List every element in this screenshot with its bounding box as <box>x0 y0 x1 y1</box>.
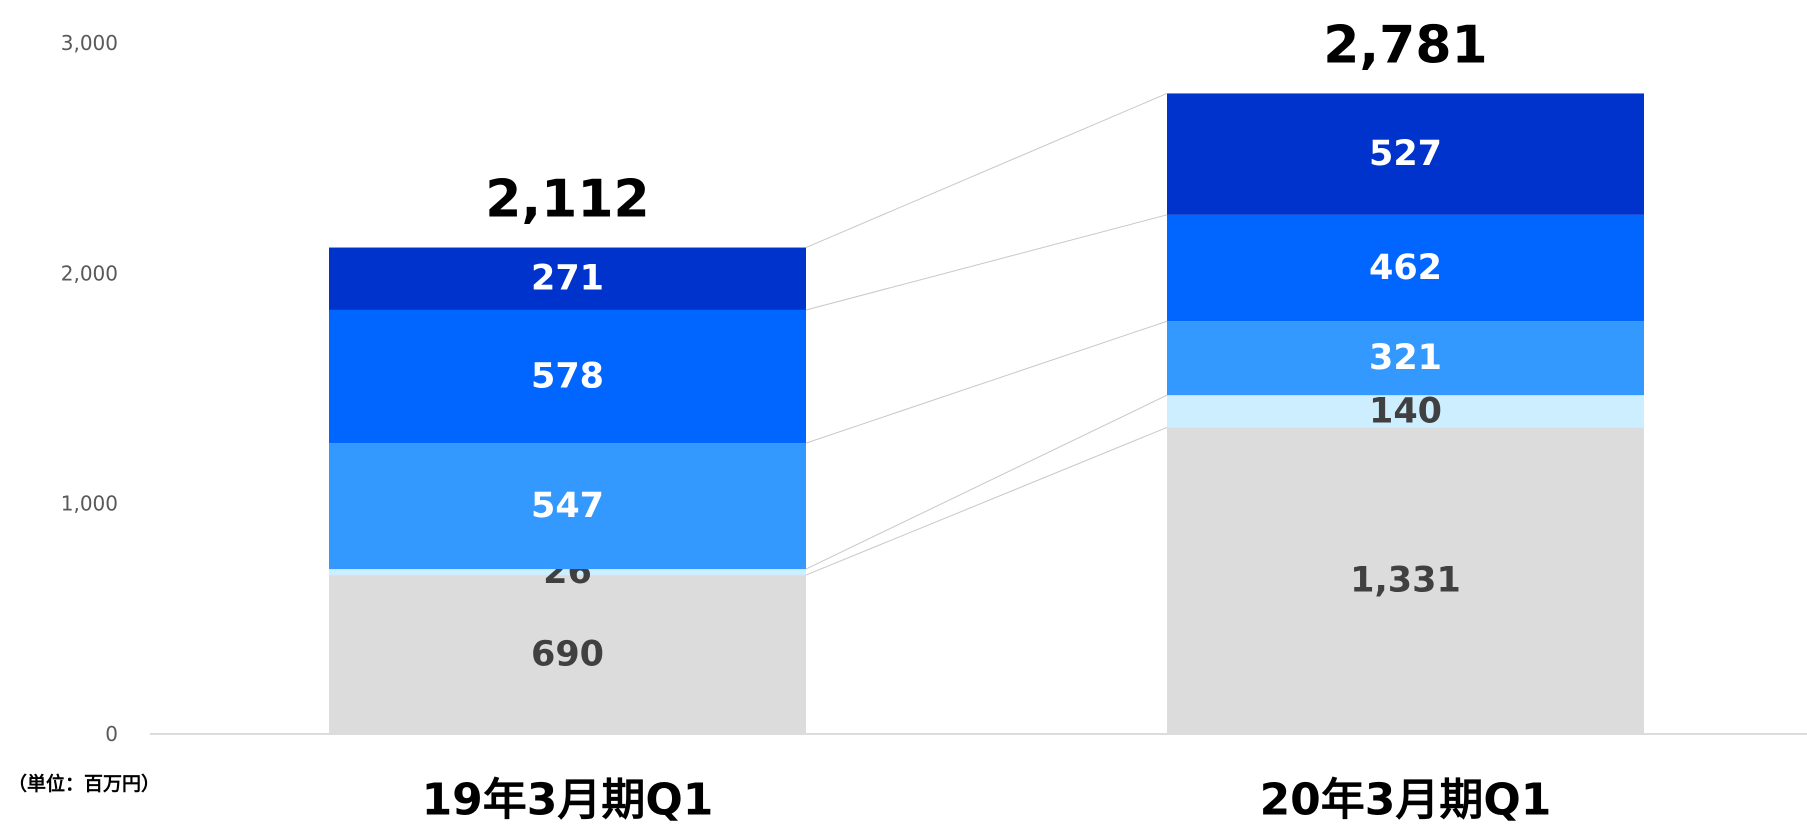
connector-line <box>805 214 1168 311</box>
bar-segment <box>329 443 806 570</box>
connector-line <box>805 426 1168 576</box>
bar-segment <box>1167 321 1644 396</box>
total-label: 2,112 <box>485 170 649 230</box>
x-tick-label: 19年3月期Q1 <box>422 775 714 825</box>
connector-line <box>805 320 1168 444</box>
data-label: 527 <box>1369 134 1442 174</box>
x-tick-label: 20年3月期Q1 <box>1260 775 1552 825</box>
unit-note: （単位：百万円） <box>8 772 160 795</box>
y-tick-label: 0 <box>105 722 118 746</box>
data-label: 140 <box>1369 391 1442 431</box>
connector-line <box>805 92 1168 248</box>
bar-segment <box>1167 427 1644 734</box>
data-label: 578 <box>531 357 604 397</box>
bar-segment <box>1167 214 1644 322</box>
bar-segment <box>329 575 806 734</box>
bar-segment <box>1167 93 1644 215</box>
bar-segment <box>1167 395 1644 428</box>
data-label: 1,331 <box>1350 561 1461 601</box>
y-tick-label: 3,000 <box>61 31 118 55</box>
data-label: 547 <box>531 486 604 526</box>
y-tick-label: 1,000 <box>61 492 118 516</box>
connector-line <box>805 394 1168 570</box>
total-label: 2,781 <box>1323 15 1487 75</box>
bar-segment <box>329 247 806 310</box>
data-label: 321 <box>1369 338 1442 378</box>
bar-segment <box>329 569 806 576</box>
data-label: 462 <box>1369 248 1442 288</box>
bar-segment <box>329 309 806 444</box>
data-label: 271 <box>531 259 604 299</box>
y-tick-label: 2,000 <box>61 261 118 285</box>
data-label: 690 <box>531 635 604 675</box>
